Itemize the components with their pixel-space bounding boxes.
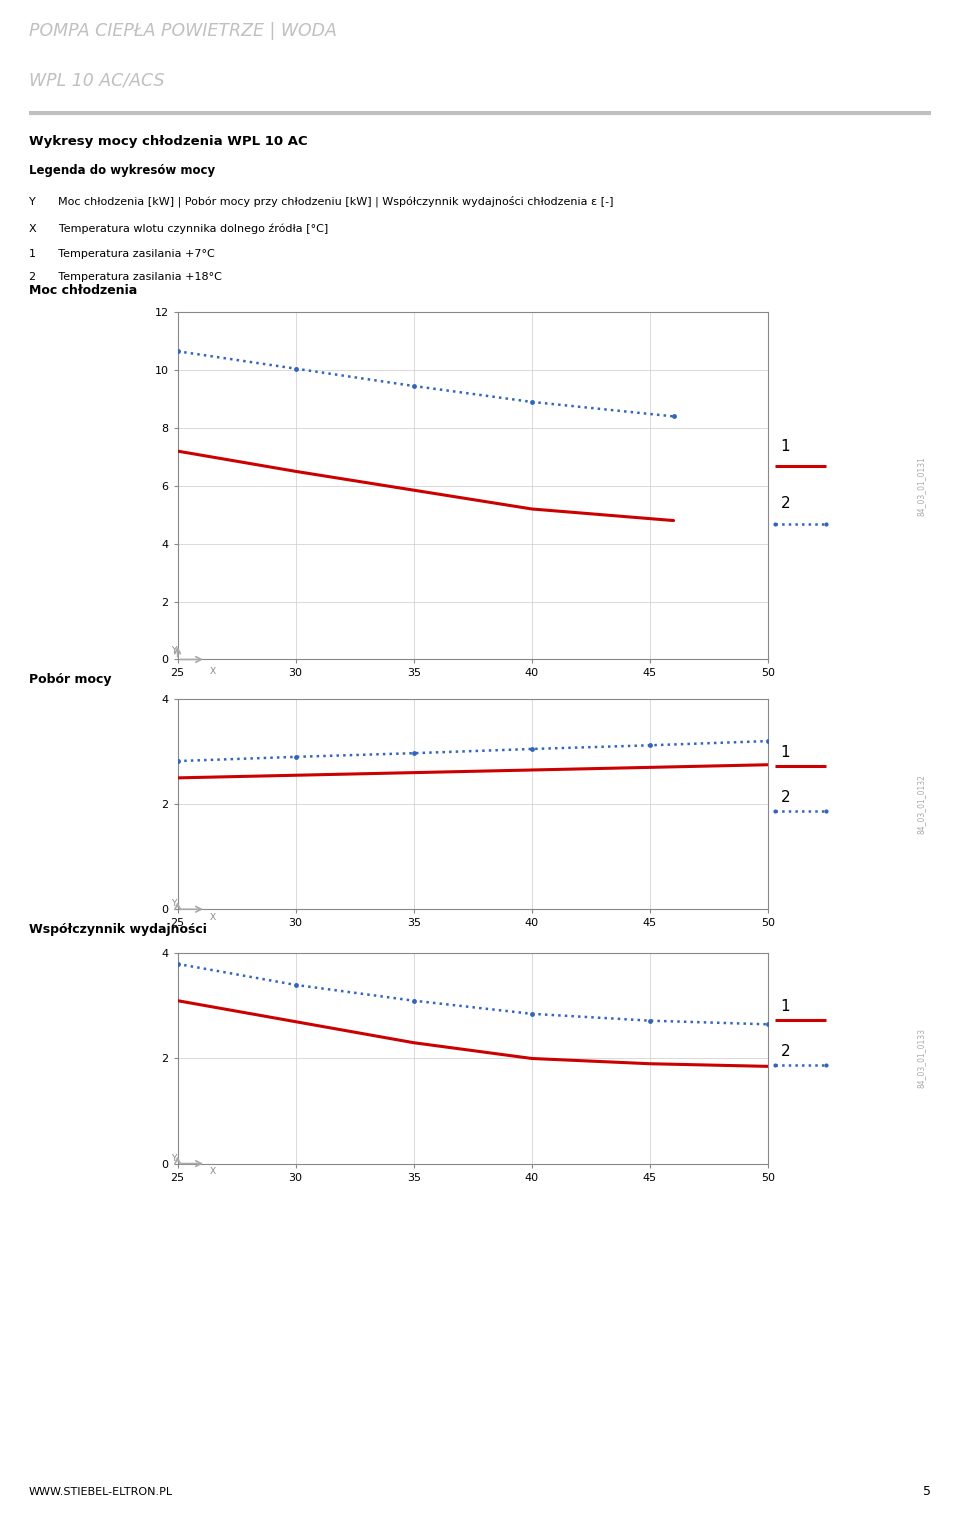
Text: Y: Y <box>172 1154 177 1164</box>
Text: POMPA CIEPŁA POWIETRZE | WODA: POMPA CIEPŁA POWIETRZE | WODA <box>29 23 337 41</box>
Text: WWW.STIEBEL-ELTRON.PL: WWW.STIEBEL-ELTRON.PL <box>29 1486 173 1497</box>
Text: 84_03_01_0133: 84_03_01_0133 <box>916 1028 925 1089</box>
Text: 1: 1 <box>780 439 790 454</box>
Text: X  Temperatura wlotu czynnika dolnego źródła [°C]: X Temperatura wlotu czynnika dolnego źró… <box>29 224 328 235</box>
Text: Y  Moc chłodzenia [kW] | Pobór mocy przy chłodzeniu [kW] | Współczynnik wydajnoś: Y Moc chłodzenia [kW] | Pobór mocy przy … <box>29 195 613 207</box>
Text: 84_03_01_0132: 84_03_01_0132 <box>916 774 925 835</box>
Text: Legenda do wykresów mocy: Legenda do wykresów mocy <box>29 164 215 178</box>
Text: Y: Y <box>172 646 177 655</box>
Text: 1  Temperatura zasilania +7°C: 1 Temperatura zasilania +7°C <box>29 248 214 259</box>
Text: 84_03_01_0131: 84_03_01_0131 <box>916 455 925 516</box>
Text: Pobór mocy: Pobór mocy <box>29 673 111 685</box>
Text: 2  Temperatura zasilania +18°C: 2 Temperatura zasilania +18°C <box>29 273 222 282</box>
Text: 1: 1 <box>780 999 790 1014</box>
Text: Współczynnik wydajności: Współczynnik wydajności <box>29 923 206 935</box>
Text: Wykresy mocy chłodzenia WPL 10 AC: Wykresy mocy chłodzenia WPL 10 AC <box>29 136 307 148</box>
Text: 2: 2 <box>780 496 790 512</box>
Text: X: X <box>210 912 216 921</box>
Text: 2: 2 <box>780 1043 790 1058</box>
Text: 1: 1 <box>780 745 790 760</box>
Text: 5: 5 <box>924 1485 931 1499</box>
Text: X: X <box>210 1167 216 1176</box>
Text: Y: Y <box>172 900 177 909</box>
Text: X: X <box>210 667 216 676</box>
Text: 2: 2 <box>780 789 790 804</box>
Text: WPL 10 AC/ACS: WPL 10 AC/ACS <box>29 72 164 90</box>
Text: Moc chłodzenia: Moc chłodzenia <box>29 285 137 297</box>
